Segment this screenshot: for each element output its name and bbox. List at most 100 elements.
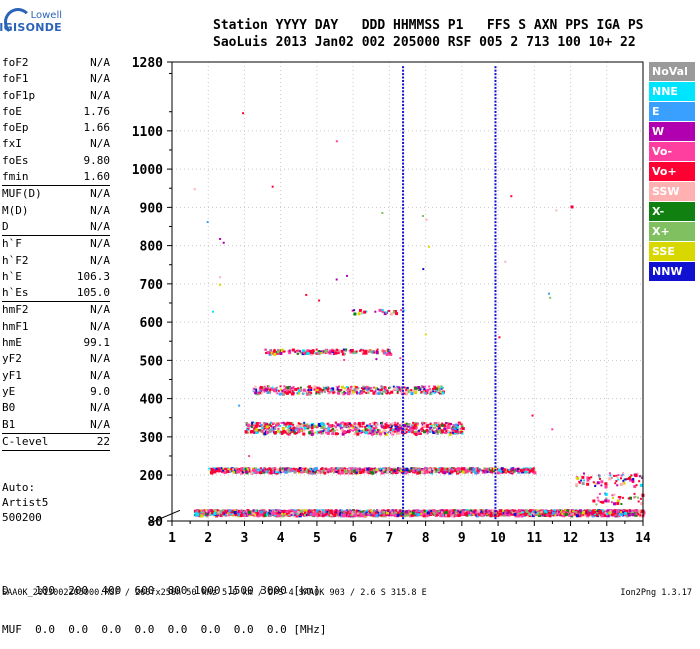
echo-point <box>457 471 459 473</box>
echo-point <box>245 470 248 473</box>
echo-point <box>381 422 383 424</box>
echo-point <box>301 423 303 425</box>
echo-point <box>470 509 472 511</box>
echo-point <box>546 514 548 516</box>
echo-point <box>582 511 585 514</box>
echo-point <box>287 511 289 513</box>
echo-point <box>535 511 537 513</box>
echo-point <box>430 510 432 512</box>
echo-point <box>498 513 501 516</box>
echo-point <box>327 471 329 473</box>
echo-point <box>486 471 488 473</box>
echo-point <box>400 470 402 472</box>
echo-point <box>315 471 317 473</box>
echo-point <box>267 472 269 474</box>
echo-point <box>365 428 367 430</box>
echo-point <box>218 511 220 513</box>
echo-point <box>429 425 431 427</box>
echo-point <box>310 513 312 515</box>
echo-point <box>631 513 634 516</box>
echo-point <box>426 425 429 428</box>
echo-point <box>450 471 453 474</box>
echo-point <box>444 512 446 514</box>
echo-point <box>541 511 543 513</box>
echo-point <box>373 469 375 471</box>
echo-point <box>325 432 327 434</box>
echo-point <box>234 511 237 514</box>
echo-point <box>327 469 329 471</box>
echo-point <box>408 510 410 512</box>
echo-point <box>614 514 616 516</box>
echo-point <box>256 514 258 516</box>
echo-point <box>347 422 349 424</box>
echo-point <box>441 467 444 470</box>
echo-point <box>289 432 291 434</box>
echo-point <box>356 472 358 474</box>
echo-point <box>292 424 294 426</box>
echo-point <box>521 470 523 472</box>
echo-point <box>356 511 358 513</box>
echo-point <box>514 513 517 516</box>
echo-point <box>331 432 334 435</box>
echo-point <box>278 471 280 473</box>
echo-point <box>279 510 281 512</box>
echo-point <box>301 425 303 427</box>
echo-point <box>207 513 209 515</box>
echo-point <box>394 514 396 516</box>
echo-point <box>389 468 391 470</box>
echo-point <box>457 467 460 470</box>
echo-point <box>464 513 467 516</box>
echo-point <box>430 512 432 514</box>
echo-point <box>425 471 428 474</box>
echo-point <box>511 510 513 512</box>
echo-point <box>420 433 422 435</box>
echo-point <box>375 469 377 471</box>
echo-point <box>616 510 619 513</box>
echo-point <box>267 469 269 471</box>
echo-point <box>325 468 327 470</box>
echo-point <box>419 468 421 470</box>
echo-point <box>399 427 402 430</box>
echo-point <box>574 513 576 515</box>
echo-point <box>232 468 234 470</box>
echo-point <box>298 425 301 428</box>
echo-point <box>245 510 247 512</box>
echo-point <box>307 511 309 513</box>
echo-point <box>436 514 438 516</box>
echo-point <box>488 512 490 514</box>
echo-point <box>264 426 266 428</box>
echo-point <box>423 422 425 424</box>
echo-point <box>426 429 429 432</box>
echo-point <box>301 513 303 515</box>
echo-point <box>427 432 429 434</box>
echo-point <box>224 468 226 470</box>
echo-point <box>440 513 443 516</box>
echo-point <box>629 510 631 512</box>
echo-point <box>533 471 536 474</box>
echo-point <box>334 513 336 515</box>
echo-point <box>363 511 365 513</box>
footer-info: SAA0K_2013002205000.RSF / 260fx256h 50 k… <box>2 588 427 598</box>
echo-point <box>435 469 437 471</box>
echo-point <box>366 468 369 471</box>
echo-point <box>354 467 356 469</box>
echo-point <box>635 511 637 513</box>
echo-point <box>370 468 373 471</box>
echo-point <box>337 433 339 435</box>
echo-point <box>579 509 582 512</box>
echo-point <box>367 429 369 431</box>
echo-point <box>229 470 231 472</box>
echo-point <box>416 514 418 516</box>
echo-point <box>506 509 508 511</box>
echo-point <box>487 510 489 512</box>
echo-point <box>628 514 631 517</box>
echo-point <box>385 514 387 516</box>
echo-point <box>565 513 568 516</box>
echo-point <box>531 469 534 472</box>
echo-point <box>448 423 450 425</box>
echo-point <box>379 429 381 431</box>
echo-point <box>369 471 371 473</box>
echo-point <box>406 431 408 433</box>
echo-point <box>288 470 290 472</box>
